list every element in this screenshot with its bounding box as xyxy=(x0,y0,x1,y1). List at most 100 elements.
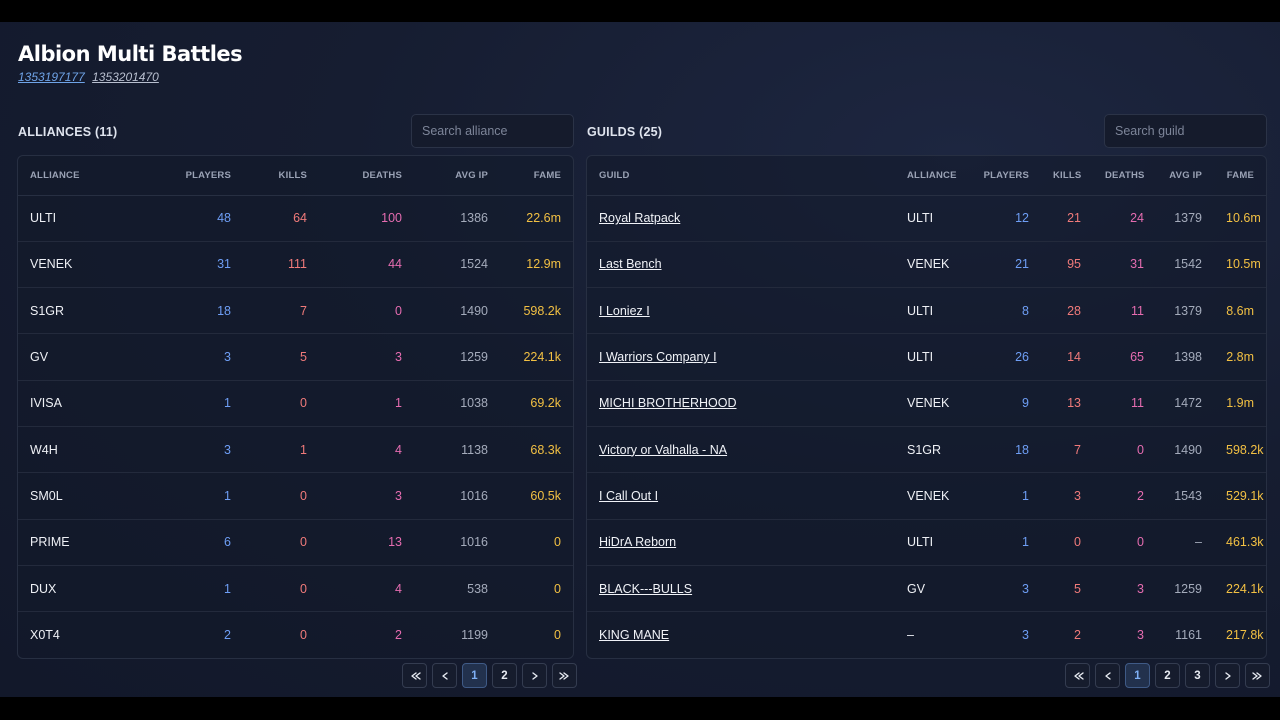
page-button[interactable]: 1 xyxy=(1125,663,1150,688)
players-cell: 3 xyxy=(148,426,243,474)
col-header-deaths[interactable]: DEATHS xyxy=(1093,156,1156,196)
players-cell: 1 xyxy=(969,519,1041,566)
alliance-row[interactable]: VENEK 31 111 44 1524 12.9m xyxy=(18,241,573,289)
fame-cell: 0 xyxy=(500,565,573,613)
avg-ip-cell: 1472 xyxy=(1156,380,1214,427)
page-button[interactable]: 2 xyxy=(1155,663,1180,688)
first-page-button[interactable] xyxy=(1065,663,1090,688)
guilds-title: GUILDS (25) xyxy=(587,125,663,139)
prev-page-button[interactable] xyxy=(1095,663,1120,688)
deaths-cell: 0 xyxy=(1093,426,1156,474)
alliance-row[interactable]: W4H 3 1 4 1138 68.3k xyxy=(18,426,573,474)
next-page-button[interactable] xyxy=(522,663,547,688)
col-header-alliance[interactable]: ALLIANCE xyxy=(18,156,148,196)
alliance-name-cell: X0T4 xyxy=(30,628,60,643)
alliance-row[interactable]: S1GR 18 7 0 1490 598.2k xyxy=(18,287,573,335)
guild-name-cell: MICHI BROTHERHOOD xyxy=(587,380,895,427)
kills-cell: 7 xyxy=(1041,426,1093,474)
col-header-kills[interactable]: KILLS xyxy=(1041,156,1093,196)
prev-page-icon xyxy=(1102,670,1114,682)
col-header-avg-ip[interactable]: AVG IP xyxy=(414,156,500,196)
alliance-row[interactable]: IVISA 1 0 1 1038 69.2k xyxy=(18,380,573,427)
next-page-button[interactable] xyxy=(1215,663,1240,688)
fame-cell: 68.3k xyxy=(500,426,573,474)
col-header-players[interactable]: PLAYERS xyxy=(969,156,1041,196)
last-page-button[interactable] xyxy=(1245,663,1270,688)
page-button[interactable]: 3 xyxy=(1185,663,1210,688)
guild-link[interactable]: KING MANE xyxy=(599,628,670,643)
prev-page-icon xyxy=(439,670,451,682)
fame-cell: 10.6m xyxy=(1214,195,1266,242)
page-button[interactable]: 2 xyxy=(492,663,517,688)
guild-alliance-cell: VENEK xyxy=(895,380,969,427)
prev-page-button[interactable] xyxy=(432,663,457,688)
guild-alliance-cell: ULTI xyxy=(895,195,969,242)
guild-link[interactable]: I Loniez I xyxy=(599,303,650,318)
col-header-alliance[interactable]: ALLIANCE xyxy=(895,156,969,196)
kills-cell: 5 xyxy=(243,333,319,381)
battle-link-2[interactable]: 1353201470 xyxy=(92,70,159,84)
players-cell: 3 xyxy=(969,565,1041,613)
kills-cell: 111 xyxy=(243,241,319,289)
col-header-fame[interactable]: FAME xyxy=(1214,156,1266,196)
alliance-name-cell: IVISA xyxy=(18,380,148,427)
search-alliance-input[interactable] xyxy=(411,114,574,148)
guild-link[interactable]: Last Bench xyxy=(599,257,662,272)
fame-cell: 12.9m xyxy=(500,241,573,289)
guild-row: I Call Out I VENEK 1 3 2 1543 529.1k xyxy=(587,472,1266,520)
alliance-name-cell: DUX xyxy=(18,565,148,613)
deaths-cell: 11 xyxy=(1093,380,1156,427)
players-cell: 8 xyxy=(969,287,1041,335)
col-header-avg-ip[interactable]: AVG IP xyxy=(1156,156,1214,196)
fame-cell: 1.9m xyxy=(1214,380,1266,427)
alliance-row[interactable]: ULTI 48 64 100 1386 22.6m xyxy=(18,195,573,242)
alliance-name-cell: VENEK xyxy=(18,241,148,289)
alliance-row[interactable]: GV 3 5 3 1259 224.1k xyxy=(18,333,573,381)
alliance-name-cell: GV xyxy=(18,333,148,381)
kills-cell: 0 xyxy=(243,565,319,613)
col-header-guild[interactable]: GUILD xyxy=(587,156,895,196)
players-cell: 6 xyxy=(148,519,243,566)
guild-link[interactable]: Victory or Valhalla - NA xyxy=(599,442,728,457)
avg-ip-cell: 1038 xyxy=(414,380,500,427)
players-cell: 1 xyxy=(148,472,243,520)
col-header-deaths[interactable]: DEATHS xyxy=(319,156,414,196)
page-button[interactable]: 1 xyxy=(462,663,487,688)
alliance-row[interactable]: PRIME 6 0 13 1016 0 xyxy=(18,519,573,566)
col-header-kills[interactable]: KILLS xyxy=(243,156,319,196)
last-page-button[interactable] xyxy=(552,663,577,688)
alliance-row[interactable]: X0T4 2 0 2 1199 0 xyxy=(18,612,573,658)
alliance-row[interactable]: SM0L 1 0 3 1016 60.5k xyxy=(18,472,573,520)
fame-cell: 461.3k xyxy=(1214,519,1266,566)
first-page-button[interactable] xyxy=(402,663,427,688)
guild-link[interactable]: I Call Out I xyxy=(599,488,659,503)
guild-link[interactable]: Royal Ratpack xyxy=(599,211,681,226)
guild-name-cell: I Loniez I xyxy=(587,287,895,335)
guild-link[interactable]: MICHI BROTHERHOOD xyxy=(599,396,737,411)
col-header-players[interactable]: PLAYERS xyxy=(148,156,243,196)
deaths-cell: 0 xyxy=(1093,519,1156,566)
avg-ip-cell: 1543 xyxy=(1156,472,1214,520)
deaths-cell: 3 xyxy=(1093,565,1156,613)
fame-cell: 0 xyxy=(500,519,573,566)
avg-ip-cell: 1016 xyxy=(414,472,500,520)
guild-name-cell: Victory or Valhalla - NA xyxy=(587,426,895,474)
guild-link[interactable]: I Warriors Company I xyxy=(599,350,717,365)
col-header-fame[interactable]: FAME xyxy=(500,156,573,196)
deaths-cell: 3 xyxy=(1137,628,1144,643)
alliance-name-cell: W4H xyxy=(18,426,148,474)
guild-link[interactable]: HiDrA Reborn xyxy=(599,535,677,550)
kills-cell: 95 xyxy=(1041,241,1093,289)
guild-row: Last Bench VENEK 21 95 31 1542 10.5m xyxy=(587,241,1266,289)
deaths-cell: 3 xyxy=(319,472,414,520)
alliance-row[interactable]: DUX 1 0 4 538 0 xyxy=(18,565,573,613)
search-guild-input[interactable] xyxy=(1104,114,1267,148)
guild-row: I Warriors Company I ULTI 26 14 65 1398 2.8m xyxy=(587,333,1266,381)
guild-name-cell: I Call Out I xyxy=(587,472,895,520)
battle-link-1[interactable]: 1353197177 xyxy=(18,70,85,84)
guilds-table: GUILD ALLIANCE PLAYERS KILLS DEATHS AVG … xyxy=(587,156,1266,658)
guild-link[interactable]: BLACK---BULLS xyxy=(599,581,693,596)
deaths-cell: 2 xyxy=(395,628,402,643)
fame-cell: 0 xyxy=(554,628,561,643)
fame-cell: 217.8k xyxy=(1226,628,1264,643)
